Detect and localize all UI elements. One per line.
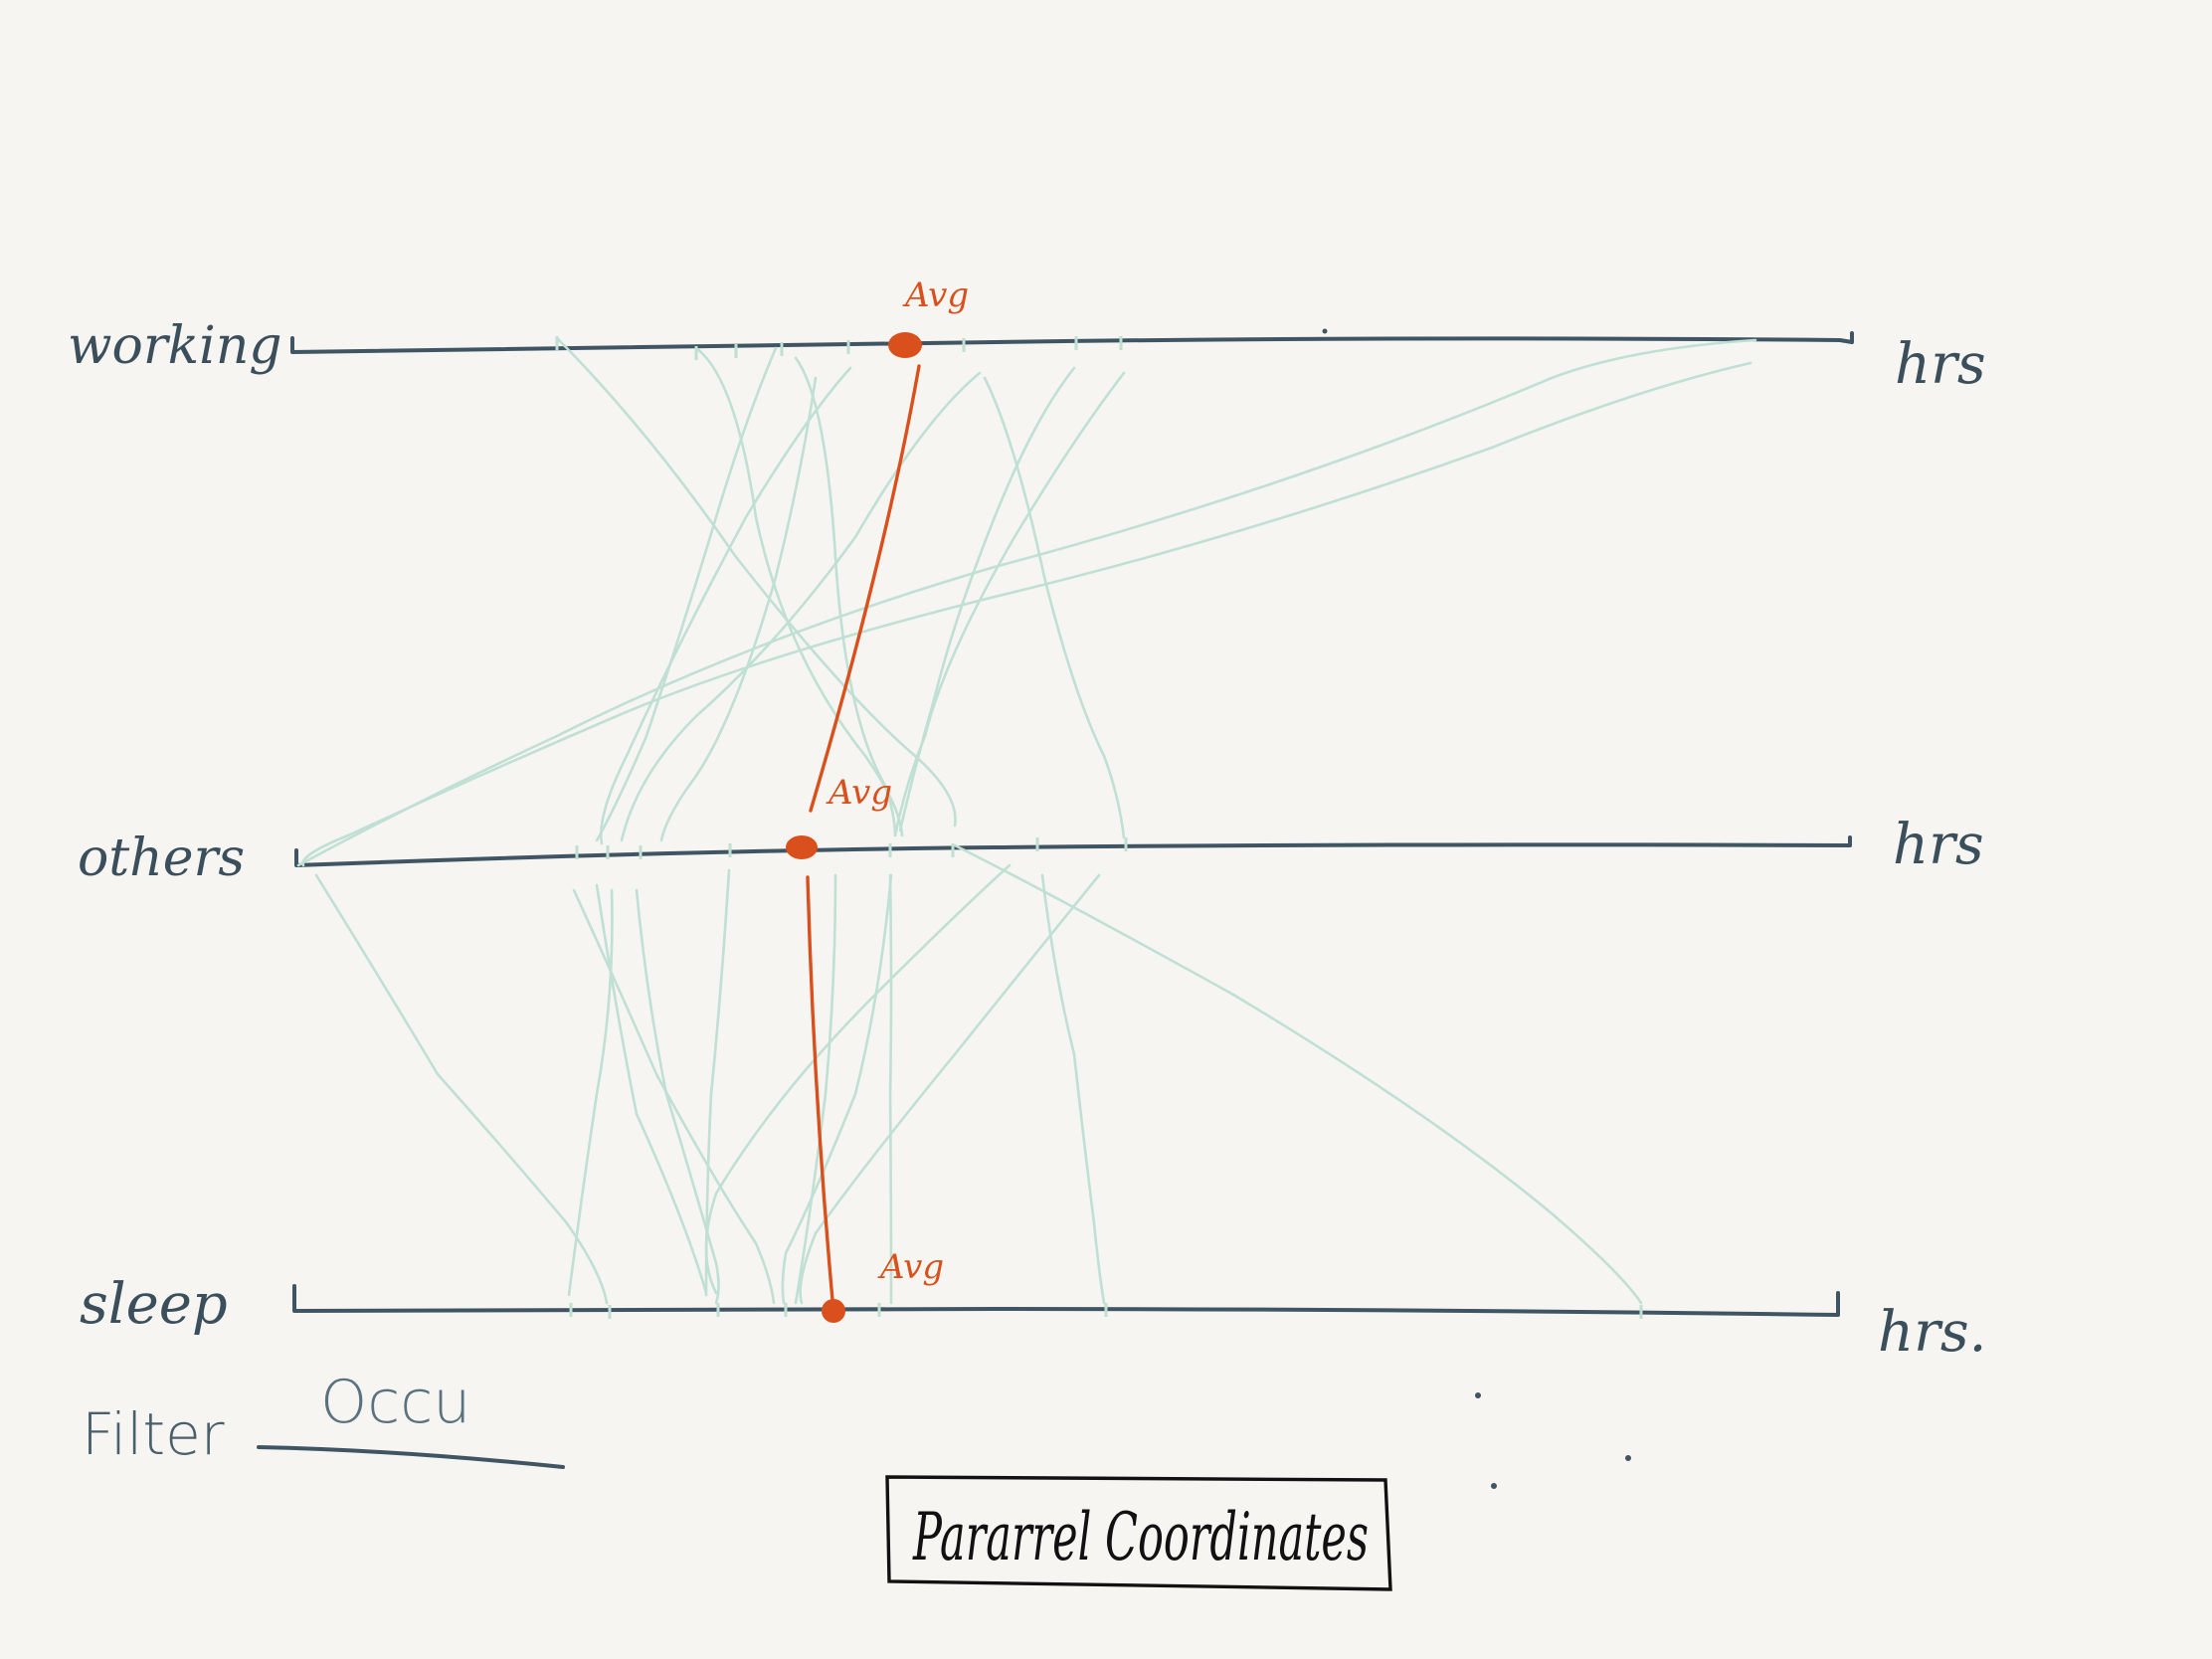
data-link bbox=[600, 366, 852, 845]
stray-dot bbox=[1322, 328, 1328, 334]
data-link bbox=[799, 873, 1101, 1305]
axis-sleep-line bbox=[292, 1284, 1840, 1317]
stray-marks bbox=[1322, 328, 1631, 1489]
stray-dot bbox=[1625, 1455, 1631, 1461]
axis-label-working: working bbox=[68, 316, 282, 376]
axes bbox=[290, 331, 1854, 1317]
data-link bbox=[1040, 873, 1106, 1305]
stray-dot bbox=[1475, 1392, 1481, 1398]
axis-working-line bbox=[290, 331, 1854, 354]
avg-link-others-sleep bbox=[806, 875, 835, 1313]
data-link bbox=[620, 371, 982, 842]
unit-label-others: hrs bbox=[1893, 813, 1984, 877]
avg-label-sleep: Avg bbox=[877, 1247, 944, 1287]
title-box bbox=[885, 1475, 1392, 1591]
data-link bbox=[704, 868, 731, 1297]
axis-labels: working others sleep hrs hrs hrs. bbox=[68, 316, 1986, 1365]
data-link bbox=[794, 356, 897, 837]
avg-label-others: Avg bbox=[826, 773, 892, 813]
data-link bbox=[893, 371, 1126, 837]
avg-point-others bbox=[786, 835, 818, 859]
data-link bbox=[888, 873, 893, 1305]
diagram-title: Pararrel Coordinates bbox=[912, 1499, 1369, 1575]
average-series: Avg Avg Avg bbox=[786, 276, 969, 1323]
data-link bbox=[704, 863, 1012, 1295]
axis-others-line bbox=[294, 835, 1852, 867]
data-links bbox=[296, 336, 1757, 1305]
data-link bbox=[572, 888, 776, 1305]
filter-control[interactable]: Filter Occu bbox=[82, 1368, 565, 1469]
unit-label-working: hrs bbox=[1895, 332, 1986, 397]
data-link bbox=[555, 336, 957, 828]
data-link bbox=[595, 883, 708, 1295]
avg-point-working bbox=[888, 332, 922, 358]
title-block: Pararrel Coordinates bbox=[885, 1475, 1392, 1591]
unit-label-sleep: hrs. bbox=[1878, 1300, 1986, 1365]
data-link bbox=[567, 888, 614, 1297]
filter-label: Filter bbox=[82, 1400, 225, 1468]
data-link bbox=[659, 376, 818, 842]
filter-value[interactable]: Occu bbox=[320, 1368, 470, 1437]
avg-label-working: Avg bbox=[902, 276, 969, 315]
data-link bbox=[314, 873, 609, 1305]
axis-ticks bbox=[555, 336, 1643, 1319]
data-link bbox=[983, 376, 1126, 839]
data-link bbox=[296, 338, 1757, 867]
data-link bbox=[781, 873, 893, 1305]
axis-label-sleep: sleep bbox=[80, 1272, 228, 1337]
data-link bbox=[635, 888, 720, 1305]
avg-link-working-others bbox=[809, 364, 921, 813]
filter-underline bbox=[257, 1445, 565, 1469]
data-link bbox=[794, 873, 837, 1305]
stray-dot bbox=[1491, 1483, 1497, 1489]
data-link bbox=[595, 346, 778, 842]
avg-point-sleep bbox=[822, 1299, 845, 1323]
data-link bbox=[301, 361, 1752, 867]
axis-label-others: others bbox=[78, 829, 245, 888]
data-link bbox=[953, 843, 1643, 1305]
